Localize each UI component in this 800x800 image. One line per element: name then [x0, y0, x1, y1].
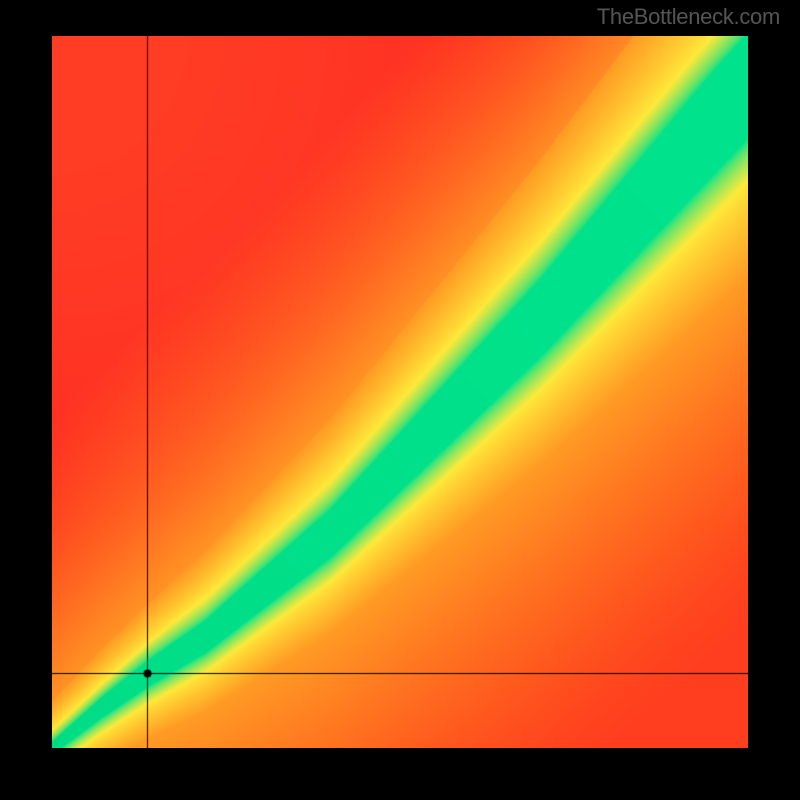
heatmap-canvas: [52, 36, 748, 748]
heatmap-plot: [52, 36, 748, 748]
attribution-text: TheBottleneck.com: [597, 4, 780, 30]
